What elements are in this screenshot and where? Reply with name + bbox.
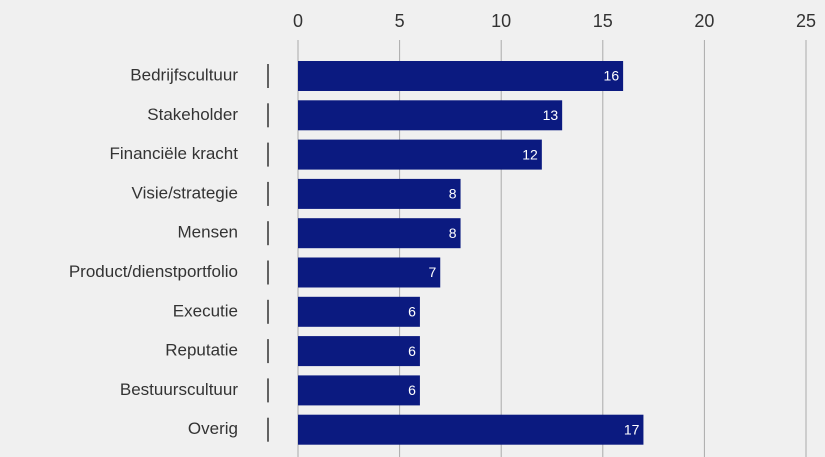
value-label: 16 bbox=[604, 68, 620, 84]
bar bbox=[298, 296, 420, 327]
y-tick-label: Overig bbox=[188, 419, 238, 438]
y-tick-label: Visie/strategie bbox=[132, 183, 238, 202]
y-tick-label: Financiële kracht bbox=[109, 144, 238, 163]
value-label: 8 bbox=[449, 186, 457, 202]
y-tick-label: Executie bbox=[173, 301, 238, 320]
bar bbox=[298, 61, 624, 91]
y-tick-label: Bestuurscultuur bbox=[120, 380, 238, 399]
y-tick-label: Reputatie bbox=[165, 341, 238, 360]
y-tick-label: Product/dienstportfolio bbox=[69, 262, 238, 281]
bar bbox=[298, 257, 441, 288]
value-label: 12 bbox=[522, 146, 538, 162]
bar bbox=[298, 178, 461, 209]
value-label: 13 bbox=[543, 107, 559, 123]
x-tick-label: 0 bbox=[293, 11, 303, 31]
bar bbox=[298, 139, 542, 170]
value-label: 7 bbox=[428, 264, 436, 280]
bar bbox=[298, 100, 563, 131]
value-label: 17 bbox=[624, 421, 640, 437]
value-label: 8 bbox=[449, 225, 457, 241]
bar bbox=[298, 414, 644, 445]
y-tick-label: Stakeholder bbox=[147, 105, 238, 124]
value-label: 6 bbox=[408, 382, 416, 398]
value-label: 6 bbox=[408, 343, 416, 359]
x-tick-label: 20 bbox=[694, 11, 714, 31]
bar bbox=[298, 218, 461, 249]
x-tick-label: 5 bbox=[395, 11, 405, 31]
value-label: 6 bbox=[408, 304, 416, 320]
y-tick-label: Mensen bbox=[178, 223, 238, 242]
bar bbox=[298, 336, 420, 367]
x-tick-label: 15 bbox=[593, 11, 613, 31]
x-tick-label: 10 bbox=[491, 11, 511, 31]
y-tick-label: Bedrijfscultuur bbox=[130, 65, 238, 84]
bar bbox=[298, 375, 420, 406]
x-tick-label: 25 bbox=[796, 11, 816, 31]
